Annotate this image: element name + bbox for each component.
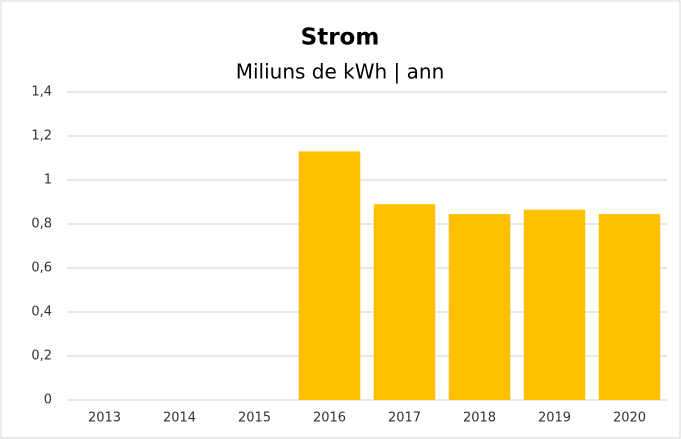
bar xyxy=(523,209,586,400)
y-tick-label: 1 xyxy=(44,173,52,188)
y-tick-label: 1,4 xyxy=(31,85,52,100)
bar xyxy=(373,204,436,400)
x-tick-label: 2018 xyxy=(463,411,496,426)
y-tick-label: 1,2 xyxy=(31,129,52,144)
bar xyxy=(298,151,361,400)
x-tick-label: 2015 xyxy=(238,411,271,426)
x-tick-label: 2019 xyxy=(538,411,571,426)
y-tick-label: 0,6 xyxy=(31,261,52,276)
y-tick-label: 0,4 xyxy=(31,305,52,320)
bar xyxy=(448,214,511,400)
y-tick-label: 0,2 xyxy=(31,349,52,364)
y-tick-label: 0 xyxy=(44,393,52,408)
x-tick-label: 2014 xyxy=(163,411,196,426)
x-tick-label: 2017 xyxy=(388,411,421,426)
bar xyxy=(598,214,661,400)
chart-title: Strom xyxy=(301,25,380,51)
chart-subtitle: Miliuns de kWh | ann xyxy=(236,60,445,84)
x-tick-label: 2013 xyxy=(88,411,121,426)
x-tick-label: 2016 xyxy=(313,411,346,426)
y-tick-label: 0,8 xyxy=(31,217,52,232)
x-tick-label: 2020 xyxy=(613,411,646,426)
